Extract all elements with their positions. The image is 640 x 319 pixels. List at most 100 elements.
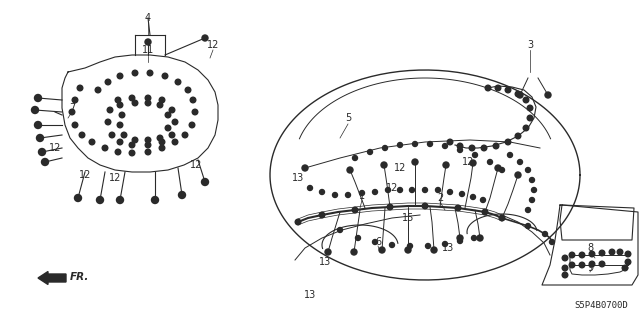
Text: 12: 12 [207,40,219,50]
Circle shape [319,189,324,195]
Text: S5P4B0700D: S5P4B0700D [574,301,628,310]
Text: 12: 12 [190,160,202,170]
Circle shape [152,197,159,204]
Text: 15: 15 [402,213,414,223]
Circle shape [515,172,521,178]
Text: 7: 7 [69,103,75,113]
Circle shape [72,97,78,103]
Circle shape [165,125,171,131]
Circle shape [117,122,123,128]
Circle shape [117,139,123,145]
Circle shape [132,100,138,106]
Circle shape [569,262,575,268]
Circle shape [192,109,198,115]
Circle shape [472,235,477,241]
Circle shape [609,249,615,255]
Circle shape [545,92,551,98]
Text: 9: 9 [587,263,593,273]
Circle shape [74,195,81,202]
Circle shape [372,240,378,244]
Circle shape [443,162,449,168]
Circle shape [422,203,428,209]
Circle shape [172,139,178,145]
Circle shape [569,252,575,258]
Circle shape [95,87,101,93]
Circle shape [109,132,115,138]
Text: 2: 2 [437,193,443,203]
Text: 1: 1 [359,191,365,201]
Text: 11: 11 [142,45,154,55]
Circle shape [132,137,138,143]
Circle shape [470,160,476,166]
Circle shape [508,152,513,158]
FancyArrow shape [38,271,66,285]
Circle shape [353,155,358,160]
Circle shape [455,205,461,211]
Circle shape [381,162,387,168]
Circle shape [579,262,585,268]
Circle shape [579,252,585,258]
Circle shape [147,70,153,76]
Circle shape [35,122,42,129]
Circle shape [117,73,123,79]
Circle shape [347,167,353,173]
Circle shape [447,189,452,195]
Circle shape [189,122,195,128]
Circle shape [447,139,453,145]
Circle shape [79,132,85,138]
Circle shape [495,85,501,91]
Circle shape [202,179,209,186]
Text: 6: 6 [375,237,381,247]
Circle shape [505,87,511,93]
Text: FR.: FR. [70,272,90,282]
Circle shape [89,139,95,145]
Circle shape [108,107,113,113]
Circle shape [397,188,403,192]
Circle shape [162,73,168,79]
Circle shape [145,137,151,143]
Text: 13: 13 [304,290,316,300]
Circle shape [499,167,504,173]
Circle shape [36,135,44,142]
Circle shape [379,247,385,253]
Circle shape [431,247,437,253]
Circle shape [531,188,536,192]
Circle shape [625,251,631,257]
Circle shape [35,94,42,101]
Circle shape [442,144,447,149]
Circle shape [31,107,38,114]
Circle shape [589,261,595,267]
Circle shape [524,125,529,131]
Circle shape [625,259,631,265]
Text: 12: 12 [109,173,121,183]
Circle shape [157,102,163,108]
Circle shape [202,35,208,41]
Circle shape [185,87,191,93]
Circle shape [470,195,476,199]
Text: 12: 12 [462,157,474,167]
Circle shape [157,135,163,141]
Circle shape [102,145,108,151]
Circle shape [488,160,493,165]
Circle shape [481,197,486,203]
Circle shape [515,133,521,139]
Circle shape [495,165,501,171]
Circle shape [422,188,428,192]
Circle shape [599,261,605,267]
Circle shape [319,212,325,218]
Circle shape [346,192,351,197]
Text: 5: 5 [345,113,351,123]
Circle shape [351,249,357,255]
Circle shape [397,143,403,147]
Circle shape [360,190,365,196]
Circle shape [505,139,511,145]
Circle shape [77,85,83,91]
Circle shape [145,100,151,106]
Circle shape [69,109,75,115]
Circle shape [97,197,104,204]
Circle shape [529,177,534,182]
Circle shape [115,97,121,103]
Text: 13: 13 [292,173,304,183]
Circle shape [525,224,531,228]
Circle shape [499,216,504,220]
